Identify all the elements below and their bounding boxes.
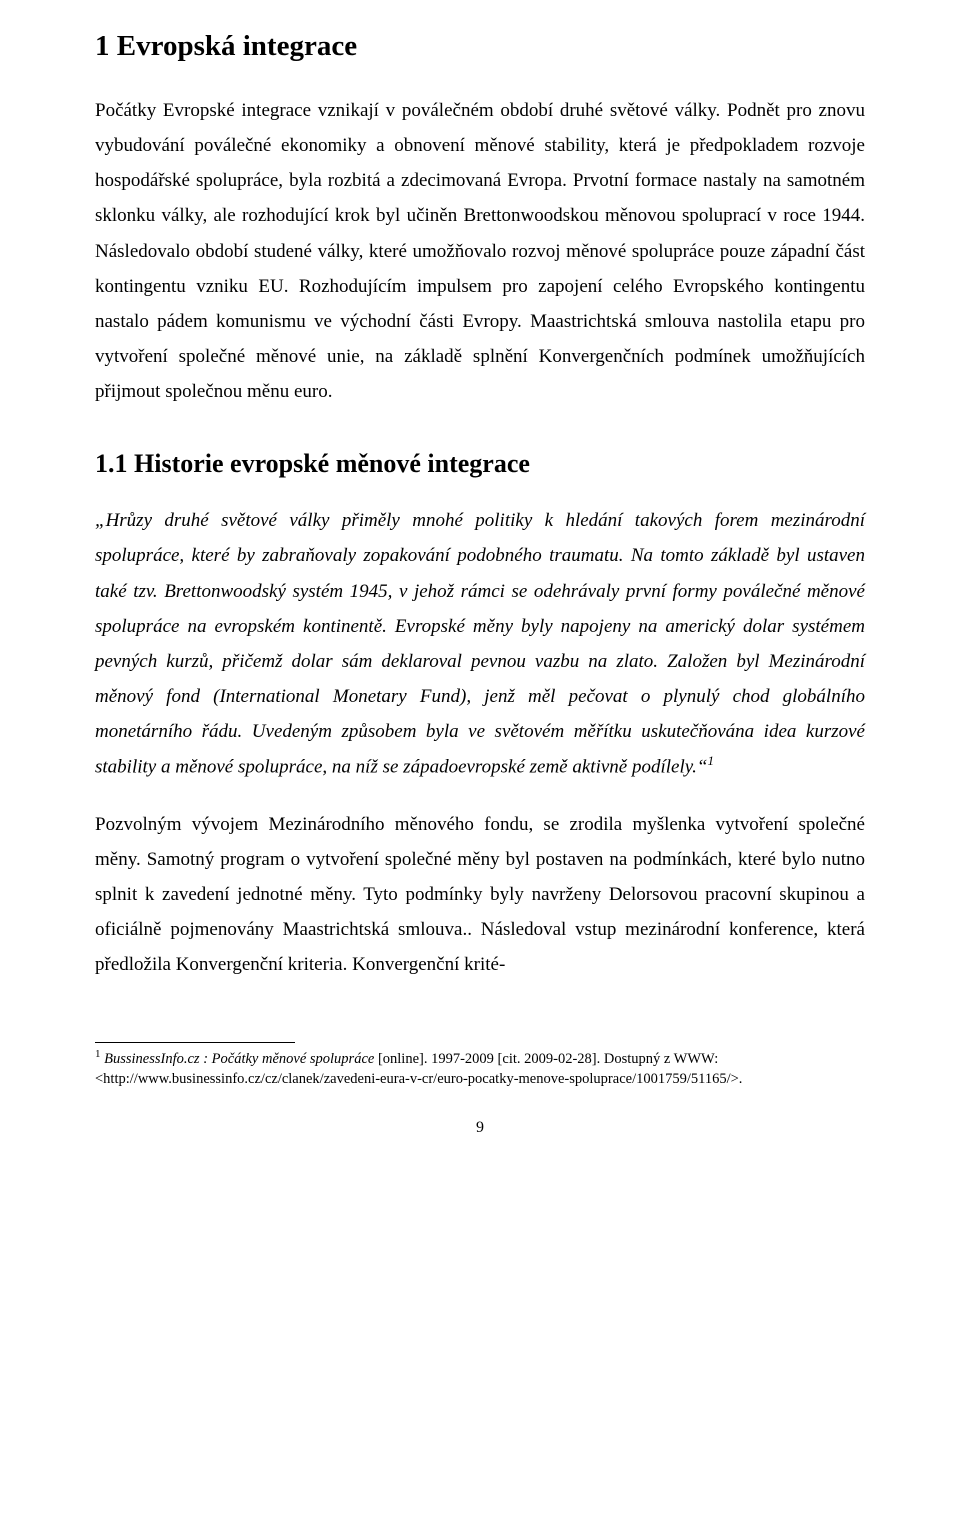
- footnote-source: BussinessInfo.cz : Počátky měnové spolup…: [104, 1051, 374, 1067]
- footnote-number: 1: [95, 1048, 101, 1060]
- quote-text: „Hrůzy druhé světové války přiměly mnohé…: [95, 510, 865, 777]
- paragraph-3: Pozvolným vývojem Mezinárodního měnového…: [95, 807, 865, 983]
- footnote-ref-1: 1: [707, 753, 714, 768]
- footnote-1: 1 BussinessInfo.cz : Počátky měnové spol…: [95, 1047, 865, 1089]
- footnote-separator: [95, 1042, 295, 1043]
- paragraph-1: Počátky Evropské integrace vznikají v po…: [95, 93, 865, 409]
- paragraph-2-quote: „Hrůzy druhé světové války přiměly mnohé…: [95, 503, 865, 784]
- heading-1: 1 Evropská integrace: [95, 30, 865, 63]
- document-page: 1 Evropská integrace Počátky Evropské in…: [0, 0, 960, 1521]
- heading-2: 1.1 Historie evropské měnové integrace: [95, 449, 865, 479]
- page-number: 9: [95, 1119, 865, 1137]
